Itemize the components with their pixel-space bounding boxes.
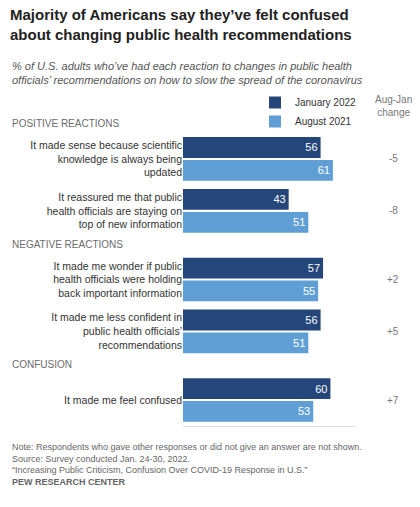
svg-text:Aug-Janchange: Aug-Janchange (375, 94, 412, 118)
svg-text:+2: +2 (387, 274, 399, 285)
svg-text:-5: -5 (389, 153, 398, 164)
svg-text:57: 57 (308, 262, 320, 274)
svg-text:NEGATIVE REACTIONS: NEGATIVE REACTIONS (12, 239, 123, 250)
svg-text:55: 55 (303, 285, 315, 297)
svg-text:It made me less confident inpu: It made me less confident inpublic healt… (51, 311, 182, 350)
svg-text:56: 56 (305, 141, 317, 153)
svg-text:CONFUSION: CONFUSION (12, 359, 72, 370)
svg-text:60: 60 (315, 383, 327, 395)
svg-text:61: 61 (318, 164, 330, 176)
svg-text:56: 56 (305, 314, 317, 326)
svg-text:+5: +5 (387, 326, 399, 337)
svg-text:-8: -8 (389, 205, 398, 216)
svg-text:Note: Respondents who gave oth: Note: Respondents who gave other respons… (12, 442, 362, 487)
svg-text:It made sense because scientif: It made sense because scientificknowledg… (30, 139, 182, 178)
svg-text:53: 53 (298, 405, 310, 417)
svg-text:% of U.S. adults who’ve had ea: % of U.S. adults who’ve had each reactio… (12, 60, 363, 86)
svg-text:+7: +7 (387, 395, 399, 406)
svg-text:POSITIVE REACTIONS: POSITIVE REACTIONS (12, 118, 120, 129)
svg-text:January 2022: January 2022 (295, 97, 356, 108)
svg-text:43: 43 (273, 193, 285, 205)
svg-text:Majority of Americans say they: Majority of Americans say they’ve felt c… (10, 6, 352, 43)
svg-text:51: 51 (293, 216, 305, 228)
svg-text:51: 51 (293, 337, 305, 349)
svg-text:It reassured me that publichea: It reassured me that publichealth offici… (47, 191, 182, 230)
svg-text:It made me feel confused: It made me feel confused (64, 394, 182, 406)
svg-text:It made me wonder if publichea: It made me wonder if publichealth offici… (53, 259, 182, 298)
svg-text:August 2021: August 2021 (295, 116, 352, 127)
